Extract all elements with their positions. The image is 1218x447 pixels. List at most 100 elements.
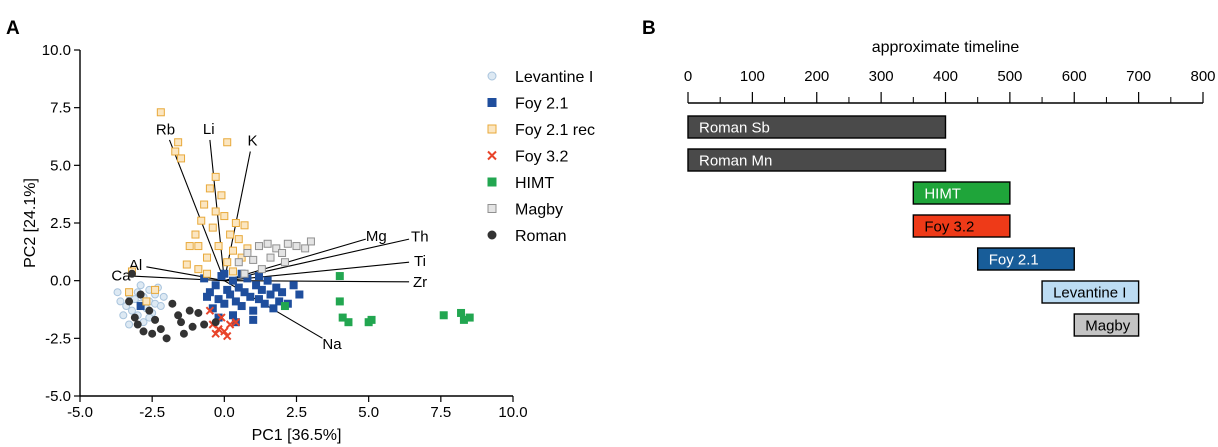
loading-vector [146,266,225,282]
data-point [289,281,298,290]
data-point [240,221,249,230]
panel-b-letter: B [642,18,656,39]
data-point [487,204,497,213]
x-tick-label: 7.5 [430,404,451,421]
data-point [159,292,168,301]
data-point [188,322,197,331]
data-point [119,311,128,320]
data-point [231,297,240,306]
data-point [162,334,171,343]
series-magby [234,237,315,278]
timeline-bars: Roman Sb Roman Mn HIMT Foy 3.2 Foy 2.1 Levant… [687,115,1140,337]
data-point [211,172,220,181]
timeline-tick-label: 200 [804,68,829,85]
data-point [249,306,258,315]
data-point [223,331,232,341]
data-point [225,320,235,329]
timeline-tick-label: 500 [997,68,1022,85]
data-point [127,269,136,278]
pca-points [113,108,474,343]
data-point [257,285,266,294]
legend-item: Levantine I [487,69,593,86]
data-point [228,276,237,285]
y-tick-label: 0.0 [50,273,71,290]
data-point [367,315,376,324]
data-point [211,329,220,338]
timeline-tick-label: 0 [684,68,692,85]
data-point [156,108,165,117]
data-point [278,248,287,257]
data-point [231,219,240,227]
timeline-bar-label: Foy 2.1 [989,252,1039,269]
data-point [136,290,145,299]
data-point [208,223,217,232]
data-point [214,242,223,251]
data-point [136,281,145,290]
data-point [151,315,160,324]
data-point [214,324,223,334]
data-point [234,283,243,292]
data-point [237,302,246,311]
data-point [136,302,145,311]
loading-vector [224,280,410,283]
timeline-bar [1041,280,1140,304]
data-point [125,320,134,329]
x-tick-label: 10.0 [498,404,527,421]
data-point [125,297,134,306]
data-point [182,260,191,269]
x-tick-label: -5.0 [67,404,93,421]
y-tick-label: 7.5 [50,100,71,117]
legend-label: Foy 2.1 rec [515,122,595,139]
data-point [125,288,134,297]
data-point [254,242,263,251]
timeline-bar [912,181,1011,205]
data-point [335,297,344,306]
pca-biplot: -5.0 -2.5 0.0 2.5 5.0 7.5 10.0 -5.0 -2.5 0.0 2.5 5.… [22,42,595,444]
loading-vector [131,275,225,282]
data-point [272,244,281,253]
data-point [280,302,289,311]
timeline-tick-label: 600 [1062,68,1087,85]
data-point [338,313,347,322]
x-axis-title: PC1 [36.5%] [252,427,342,444]
legend-label: Foy 2.1 [515,96,568,113]
panel-a-letter: A [6,18,20,39]
data-point [278,288,287,297]
data-point [226,230,235,239]
data-point [220,299,229,308]
data-point [220,327,229,336]
data-point [211,281,220,290]
legend-item: Roman [487,228,567,245]
legend-label: Roman [515,228,567,245]
data-point [295,290,304,299]
data-point [217,313,226,322]
data-point [133,320,142,329]
data-point [263,276,272,285]
legend: Levantine I Foy 2.1 Foy 2.1 rec Foy 3.2 HIMT… [487,69,595,245]
data-point [211,318,220,327]
data-point [203,253,212,262]
timeline-title: approximate timeline [872,39,1020,56]
legend-item: HIMT [487,175,554,192]
data-point [249,255,258,264]
data-point [174,311,183,320]
data-point [344,318,353,327]
y-tick-label: 5.0 [50,157,71,174]
data-point [246,292,255,301]
y-tick-label: -2.5 [45,330,71,347]
x-tick-label: 5.0 [358,404,379,421]
data-point [156,302,165,311]
series-foy-3-2 [205,306,241,341]
data-point [226,290,235,299]
data-point [487,230,497,240]
loading-label: Rb [156,122,175,139]
pca-axes: -5.0 -2.5 0.0 2.5 5.0 7.5 10.0 -5.0 -2.5 0.0 2.5 5.… [42,42,528,421]
loading-label: Na [322,336,342,353]
timeline-tick-label: 700 [1126,68,1151,85]
data-point [142,297,151,306]
loading-label: Th [411,229,429,246]
data-point [200,200,209,209]
data-point [228,311,237,320]
data-point [205,184,214,193]
